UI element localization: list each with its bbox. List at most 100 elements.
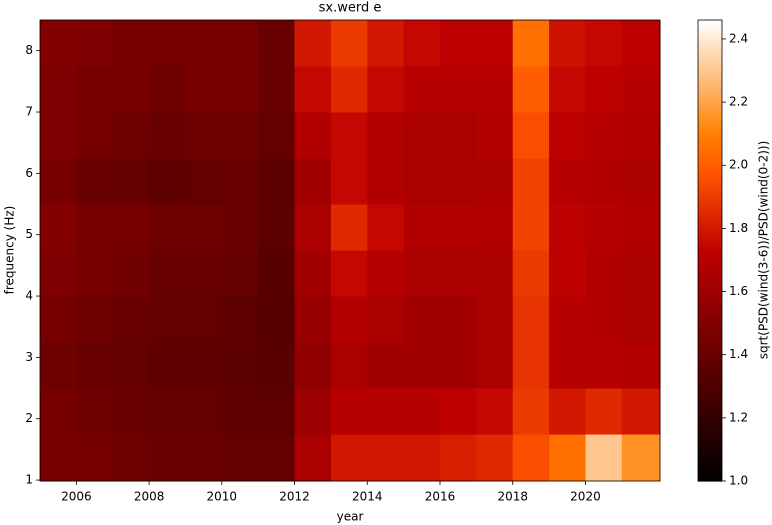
colorbar-step: [698, 373, 722, 378]
colorbar-step: [698, 423, 722, 428]
heatmap-cell: [294, 388, 332, 435]
colorbar-step: [698, 404, 722, 409]
colorbar-step: [698, 269, 722, 275]
colorbar-step: [698, 204, 722, 209]
heatmap-cell: [403, 342, 441, 389]
heatmap-cell: [294, 342, 332, 389]
heatmap: [40, 20, 661, 482]
x-tick-label: 2010: [207, 490, 238, 504]
heatmap-cell: [476, 250, 514, 297]
heatmap-cell: [549, 112, 586, 159]
heatmap-cell: [330, 250, 368, 297]
colorbar-step: [698, 215, 722, 221]
colorbar-step: [698, 369, 722, 375]
colorbar-step: [698, 185, 722, 190]
heatmap-cell: [367, 296, 405, 343]
colorbar-step: [698, 327, 722, 332]
heatmap-cell: [40, 204, 77, 251]
colorbar-step: [698, 223, 722, 229]
heatmap-cell: [512, 342, 550, 389]
heatmap-cell: [40, 66, 77, 113]
x-tick-label: 2016: [425, 490, 456, 504]
heatmap-cell: [76, 158, 114, 205]
colorbar-step: [698, 388, 722, 394]
colorbar-step: [698, 258, 722, 263]
heatmap-cell: [76, 296, 114, 343]
colorbar-step: [698, 158, 722, 163]
colorbar-tick-label: 1.4: [729, 347, 748, 361]
colorbar-step: [698, 242, 722, 248]
heatmap-cell: [476, 342, 514, 389]
colorbar-step: [698, 169, 722, 175]
heatmap-cell: [621, 296, 661, 343]
colorbar-step: [698, 285, 722, 290]
x-tick-label: 2008: [134, 490, 165, 504]
heatmap-cell: [221, 434, 259, 482]
heatmap-cell: [185, 158, 223, 205]
heatmap-cell: [512, 66, 550, 113]
heatmap-cell: [76, 112, 114, 159]
heatmap-cell: [621, 112, 661, 159]
y-tick-label: 8: [25, 43, 33, 57]
heatmap-cell: [76, 250, 114, 297]
heatmap-cell: [221, 20, 259, 67]
heatmap-cell: [76, 342, 114, 389]
heatmap-cell: [403, 434, 441, 482]
colorbar-step: [698, 288, 722, 294]
colorbar-step: [698, 23, 722, 29]
colorbar-step: [698, 43, 722, 48]
heatmap-cell: [549, 20, 586, 67]
y-tick-label: 1: [25, 473, 33, 487]
heatmap-cell: [185, 388, 223, 435]
heatmap-cell: [621, 158, 661, 205]
heatmap-cell: [367, 66, 405, 113]
heatmap-cell: [512, 250, 550, 297]
heatmap-cell: [512, 296, 550, 343]
colorbar-frame: [697, 19, 723, 482]
heatmap-cell: [512, 20, 550, 67]
colorbar-step: [698, 66, 722, 71]
heatmap-cell: [185, 342, 223, 389]
heatmap-cell: [294, 250, 332, 297]
heatmap-cell: [330, 112, 368, 159]
colorbar-step: [698, 165, 722, 171]
heatmap-cell: [330, 296, 368, 343]
heatmap-cell: [294, 20, 332, 67]
heatmap-cell: [440, 296, 477, 343]
colorbar-step: [698, 461, 722, 467]
heatmap-cell: [585, 250, 623, 297]
colorbar-step: [698, 377, 722, 382]
colorbar-tick-label: 2.0: [729, 158, 748, 172]
colorbar-step: [698, 192, 722, 198]
heatmap-cell: [440, 112, 477, 159]
y-tick-label: 5: [25, 227, 33, 241]
heatmap-cell: [112, 296, 150, 343]
heatmap-cell: [549, 250, 586, 297]
colorbar-step: [698, 196, 722, 202]
heatmap-cell: [40, 342, 77, 389]
heatmap-cell: [330, 342, 368, 389]
heatmap-cell: [112, 158, 150, 205]
heatmap-cell: [440, 250, 477, 297]
heatmap-cell: [330, 158, 368, 205]
colorbar-step: [698, 338, 722, 344]
colorbar-step: [698, 150, 722, 156]
heatmap-cell: [294, 296, 332, 343]
heatmap-cell: [476, 158, 514, 205]
x-tick-label: 2012: [279, 490, 310, 504]
heatmap-cell: [294, 158, 332, 205]
heatmap-cell: [112, 434, 150, 482]
y-tick-label: 3: [25, 350, 33, 364]
colorbar-step: [698, 173, 722, 179]
colorbar-step: [698, 346, 722, 351]
heatmap-cell: [149, 342, 186, 389]
heatmap-cell: [367, 20, 405, 67]
heatmap-cell: [76, 434, 114, 482]
heatmap-cell: [440, 434, 477, 482]
colorbar-step: [698, 342, 722, 348]
heatmap-cell: [585, 158, 623, 205]
colorbar-step: [698, 54, 722, 60]
heatmap-cell: [294, 66, 332, 113]
heatmap-cell: [367, 204, 405, 251]
